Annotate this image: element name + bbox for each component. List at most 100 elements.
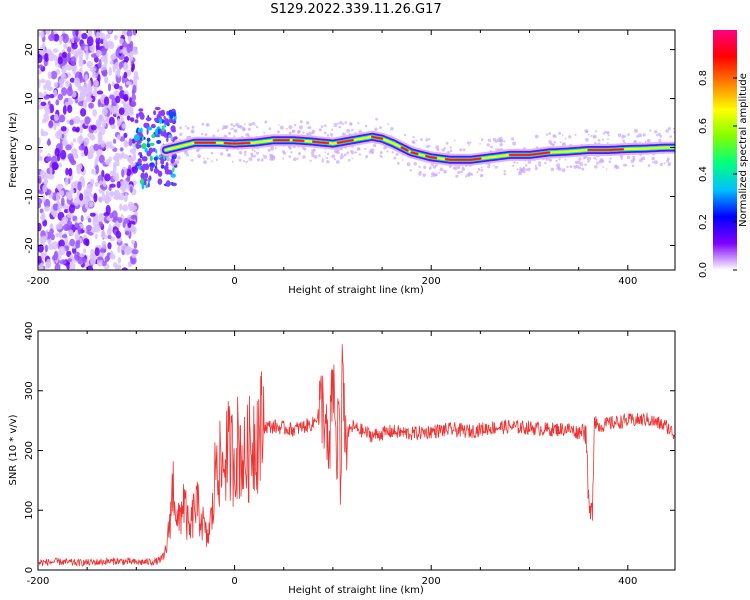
noise-dot	[43, 95, 50, 100]
colorbar-tick-label: 0.2	[698, 214, 709, 230]
halo-dot	[644, 140, 647, 143]
halo-dot	[230, 123, 234, 126]
halo-dot	[428, 138, 431, 141]
halo-dot	[415, 139, 418, 142]
halo-dot	[262, 154, 265, 157]
noise-dot	[40, 252, 48, 257]
halo-dot	[462, 148, 466, 152]
halo-dot	[307, 131, 312, 136]
halo-dot	[288, 155, 292, 159]
halo-dot	[339, 121, 343, 125]
halo-dot	[453, 166, 458, 171]
transition-dot	[170, 125, 176, 132]
transition-dot	[163, 115, 166, 120]
noise-dot	[123, 90, 129, 96]
halo-dot	[227, 153, 231, 157]
halo-dot	[311, 131, 315, 135]
transition-dot	[137, 128, 142, 133]
transition-dot	[157, 128, 160, 135]
halo-dot	[594, 165, 598, 169]
noise-dot	[107, 83, 112, 92]
halo-dot	[412, 141, 415, 144]
halo-dot	[550, 167, 555, 172]
transition-dot	[171, 155, 176, 160]
transition-dot	[140, 172, 146, 180]
halo-dot	[290, 151, 293, 154]
noise-dot	[69, 77, 75, 83]
halo-dot	[282, 150, 285, 154]
halo-dot	[271, 156, 276, 161]
noise-dot	[127, 222, 132, 228]
halo-dot	[512, 164, 515, 167]
noise-dot	[60, 126, 67, 132]
noise-dot	[115, 95, 121, 104]
halo-dot	[282, 157, 285, 160]
halo-dot	[374, 127, 378, 131]
transition-dot	[145, 184, 148, 189]
noise-dot	[122, 154, 129, 159]
noise-dot	[44, 244, 49, 253]
halo-dot	[179, 126, 183, 130]
halo-dot	[253, 150, 256, 153]
halo-dot	[271, 154, 274, 157]
noise-dot	[88, 102, 94, 109]
halo-dot	[364, 124, 368, 128]
transition-dot	[154, 106, 161, 111]
spectrogram-heatmap	[38, 30, 675, 270]
ridge-hot-red	[400, 146, 409, 152]
noise-dot	[72, 126, 77, 132]
halo-dot	[626, 155, 631, 159]
halo-dot	[669, 135, 672, 138]
snr-plot-area	[38, 344, 675, 567]
halo-dot	[438, 171, 441, 174]
ridge-hot-red	[224, 142, 251, 145]
noise-dot	[92, 71, 97, 79]
noise-dot	[68, 97, 72, 103]
transition-dot	[149, 142, 155, 146]
noise-dot	[53, 251, 59, 261]
halo-dot	[538, 161, 542, 165]
halo-dot	[401, 159, 404, 161]
noise-dot	[134, 210, 138, 216]
spectrogram-y-tick-label: -20	[24, 237, 35, 253]
noise-dot	[86, 36, 94, 47]
halo-dot	[432, 173, 437, 177]
halo-dot	[324, 151, 327, 154]
noise-dot	[55, 99, 60, 106]
noise-dot	[71, 42, 78, 50]
halo-dot	[606, 142, 609, 144]
halo-dot	[621, 135, 625, 139]
halo-dot	[210, 151, 214, 155]
halo-dot	[544, 162, 547, 165]
noise-dot	[85, 86, 93, 92]
halo-dot	[190, 129, 195, 134]
transition-dot	[165, 118, 167, 125]
noise-dot	[104, 115, 108, 123]
noise-dot	[123, 196, 128, 202]
noise-dot	[67, 52, 71, 59]
noise-dot	[87, 132, 94, 138]
halo-dot	[624, 164, 628, 167]
noise-dot	[131, 88, 135, 96]
noise-dot	[108, 116, 115, 126]
noise-dot	[108, 191, 114, 196]
halo-dot	[649, 129, 652, 132]
halo-dot	[330, 134, 333, 137]
halo-dot	[566, 165, 569, 169]
noise-dot	[48, 34, 55, 42]
halo-dot	[595, 158, 598, 161]
noise-dot	[55, 232, 60, 238]
noise-dot	[89, 178, 95, 185]
noise-dot	[69, 238, 76, 247]
noise-dot	[57, 56, 63, 65]
halo-dot	[358, 153, 362, 156]
halo-dot	[534, 134, 539, 139]
noise-dot	[101, 191, 105, 201]
halo-dot	[495, 148, 497, 150]
noise-dot	[95, 37, 101, 45]
snr-y-axis-label: SNR (10 * v/v)	[8, 414, 19, 485]
halo-dot	[251, 122, 256, 126]
halo-dot	[444, 146, 446, 149]
halo-dot	[256, 151, 259, 155]
halo-dot	[264, 121, 267, 124]
